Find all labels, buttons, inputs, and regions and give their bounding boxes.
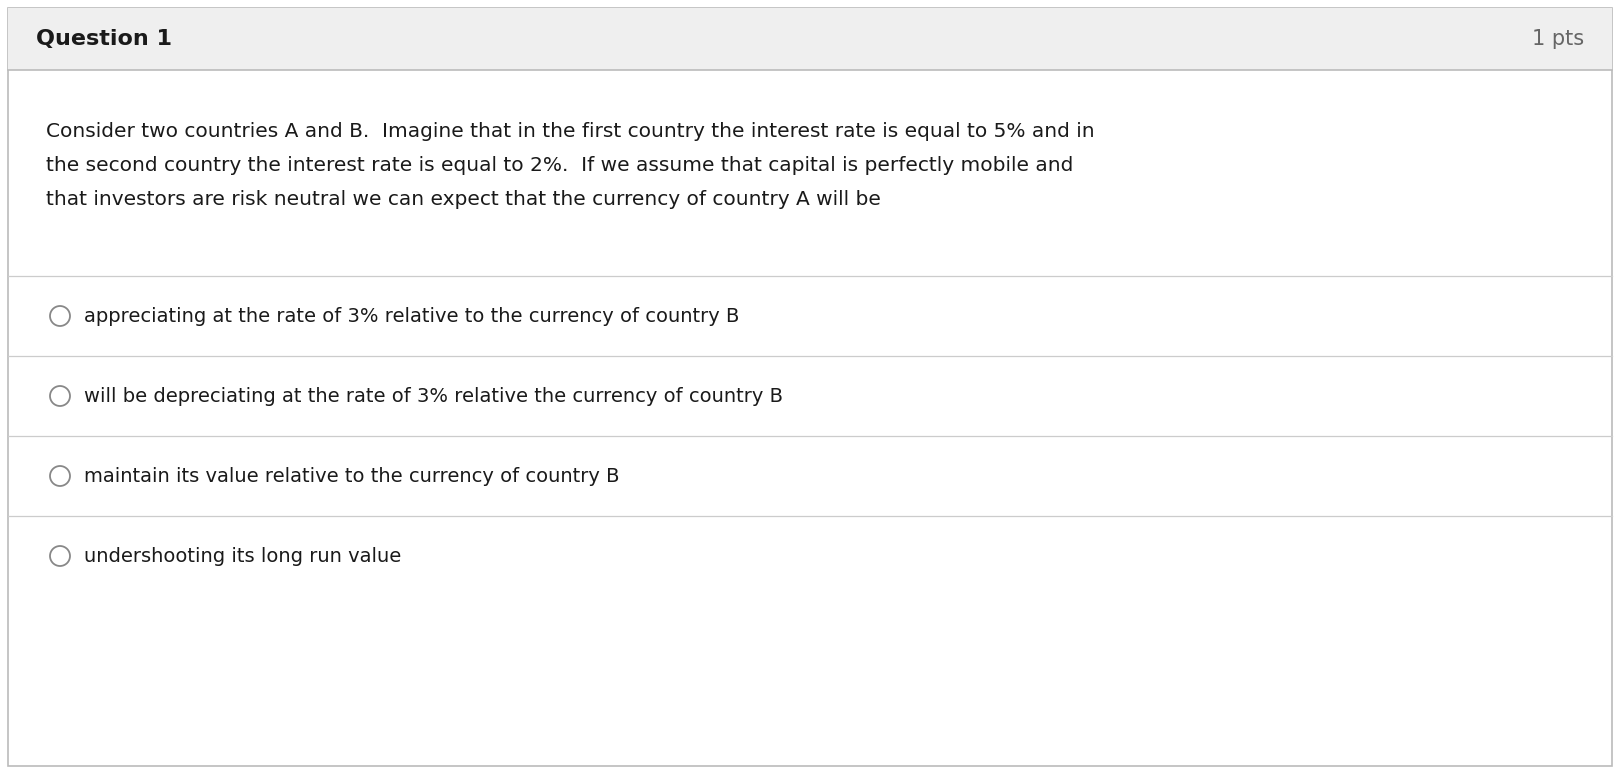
Text: Consider two countries A and B.  Imagine that in the first country the interest : Consider two countries A and B. Imagine …	[45, 122, 1095, 141]
Text: maintain its value relative to the currency of country B: maintain its value relative to the curre…	[84, 467, 619, 485]
Circle shape	[50, 306, 70, 326]
Text: undershooting its long run value: undershooting its long run value	[84, 546, 402, 566]
Circle shape	[50, 546, 70, 566]
Text: 1 pts: 1 pts	[1533, 29, 1584, 49]
Circle shape	[50, 466, 70, 486]
Text: appreciating at the rate of 3% relative to the currency of country B: appreciating at the rate of 3% relative …	[84, 307, 739, 326]
Text: will be depreciating at the rate of 3% relative the currency of country B: will be depreciating at the rate of 3% r…	[84, 386, 782, 406]
Text: Question 1: Question 1	[36, 29, 172, 49]
Circle shape	[50, 386, 70, 406]
Text: the second country the interest rate is equal to 2%.  If we assume that capital : the second country the interest rate is …	[45, 156, 1074, 175]
Text: that investors are risk neutral we can expect that the currency of country A wil: that investors are risk neutral we can e…	[45, 190, 881, 209]
Bar	[8, 8, 1612, 70]
